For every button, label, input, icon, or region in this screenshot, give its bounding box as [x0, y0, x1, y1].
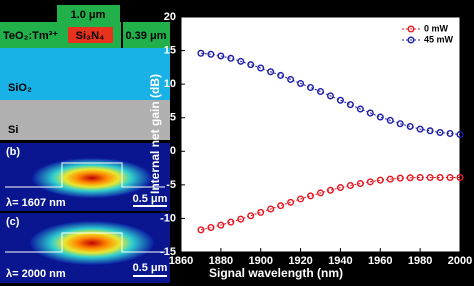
width-label: 1.0 μm — [71, 9, 106, 21]
data-point — [446, 173, 454, 181]
data-point — [346, 101, 354, 109]
x-tick-label: 1860 — [169, 255, 193, 267]
data-point — [396, 120, 404, 128]
data-point — [406, 174, 414, 182]
y-tick-label: -5 — [166, 179, 176, 191]
data-point — [307, 83, 315, 91]
cladding-label: TeO₂:Tm³⁺ — [3, 30, 58, 42]
waveguide-outline — [5, 232, 165, 253]
x-tick-label: 1940 — [328, 255, 352, 267]
x-tick-label: 1920 — [288, 255, 312, 267]
substrate-label: Si — [8, 124, 18, 136]
data-point — [217, 52, 225, 60]
data-point — [207, 50, 215, 58]
data-point — [267, 68, 275, 76]
data-point — [336, 96, 344, 104]
data-point — [197, 49, 205, 57]
y-tick-label: 20 — [164, 11, 176, 23]
data-point — [257, 64, 265, 72]
core — [68, 27, 113, 43]
legend-marker — [407, 25, 415, 33]
data-point — [346, 182, 354, 190]
cladding-ridge — [57, 5, 120, 25]
data-point — [376, 176, 384, 184]
data-point — [287, 75, 295, 83]
data-point — [307, 192, 315, 200]
data-point — [247, 212, 255, 220]
series-line — [200, 176, 460, 231]
legend-label: 0 mW — [424, 23, 449, 33]
data-point — [257, 208, 265, 216]
panel-tag: (b) — [6, 146, 20, 158]
legend-marker — [407, 36, 415, 44]
y-tick-label: 15 — [164, 44, 176, 56]
data-point — [386, 116, 394, 124]
data-point — [317, 88, 325, 96]
data-point — [396, 174, 404, 182]
y-tick-label: -10 — [160, 212, 176, 224]
data-point — [356, 105, 364, 113]
oxide-layer — [0, 48, 170, 100]
data-point — [277, 71, 285, 79]
waveguide-outline — [5, 162, 165, 188]
data-point — [317, 189, 325, 197]
data-point — [326, 186, 334, 194]
panel-tag: (c) — [6, 216, 20, 228]
data-point — [237, 215, 245, 223]
x-tick-label: 1960 — [368, 255, 392, 267]
data-point — [376, 113, 384, 121]
y-tick-label: 10 — [164, 78, 176, 90]
y-tick-label: 0 — [170, 145, 176, 157]
mode-field — [30, 221, 154, 265]
x-axis-label: Signal wavelength (nm) — [209, 266, 343, 280]
data-point — [336, 184, 344, 192]
data-point — [436, 173, 444, 181]
data-point — [207, 223, 215, 231]
legend-label: 45 mW — [424, 34, 454, 44]
wavelength-label: λ= 1607 nm — [6, 197, 66, 209]
data-point — [426, 173, 434, 181]
data-point — [247, 61, 255, 69]
data-point — [227, 54, 235, 62]
data-point — [267, 205, 275, 213]
data-point — [406, 122, 414, 130]
data-point — [416, 125, 424, 133]
scale-label: 0.5 μm — [133, 193, 168, 205]
data-point — [287, 198, 295, 206]
data-point — [366, 178, 374, 186]
scale-label: 0.5 μm — [133, 262, 168, 274]
wavelength-label: λ= 2000 nm — [6, 268, 66, 280]
data-point — [197, 226, 205, 234]
data-point — [326, 92, 334, 100]
data-point — [436, 128, 444, 136]
y-axis-label: Internal net gain (dB) — [148, 74, 162, 194]
data-point — [297, 79, 305, 87]
substrate-layer — [0, 100, 170, 140]
data-point — [217, 221, 225, 229]
data-point — [416, 173, 424, 181]
y-tick-label: -15 — [160, 246, 176, 258]
core-label: Si₃N₄ — [76, 30, 105, 42]
plot-area — [180, 16, 461, 253]
data-point — [446, 129, 454, 137]
data-point — [386, 175, 394, 183]
data-point — [227, 218, 235, 226]
y-tick-label: 5 — [170, 112, 176, 124]
x-tick-label: 2000 — [448, 255, 472, 267]
height-label: 0.39 μm — [126, 30, 167, 42]
x-tick-label: 1900 — [248, 255, 272, 267]
x-tick-label: 1980 — [408, 255, 432, 267]
data-point — [237, 57, 245, 65]
data-point — [426, 127, 434, 135]
data-point — [456, 130, 464, 138]
x-tick-label: 1880 — [209, 255, 233, 267]
data-point — [277, 202, 285, 210]
oxide-label: SiO₂ — [8, 82, 32, 94]
data-point — [297, 195, 305, 203]
data-point — [456, 173, 464, 181]
data-point — [366, 109, 374, 117]
data-point — [356, 180, 364, 188]
